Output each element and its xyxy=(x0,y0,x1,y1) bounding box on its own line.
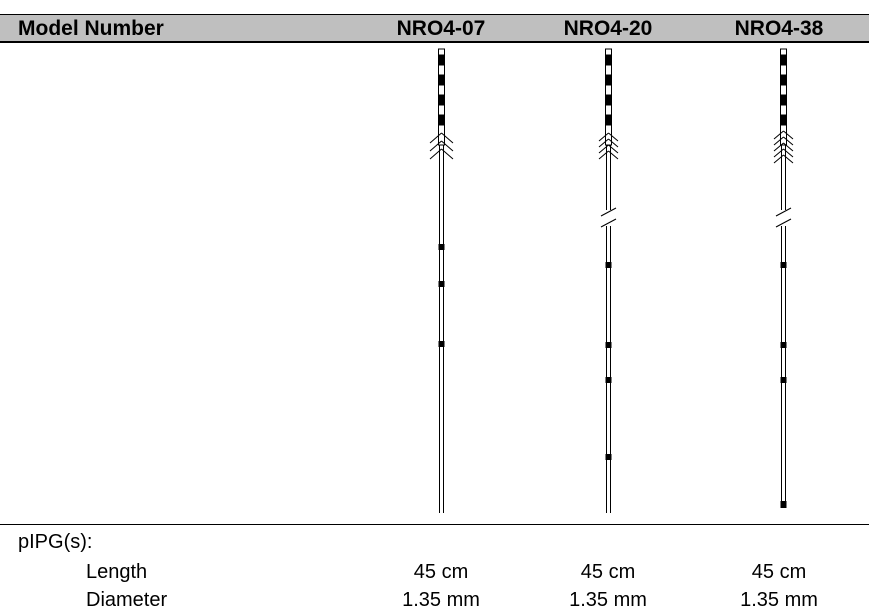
lead-body xyxy=(781,145,786,506)
terminal-contacts xyxy=(438,244,445,347)
length-value-nro4-38: 45 cm xyxy=(751,561,807,583)
length-break-icon xyxy=(775,207,792,228)
pipg-group-label: pIPG(s): xyxy=(18,531,93,553)
model-header-nro4-38: NRO4-38 xyxy=(734,17,824,40)
table-header-row: Model Number NRO4-07 NRO4-20 NRO4-38 xyxy=(0,14,869,43)
length-value-nro4-07: 45 cm xyxy=(413,561,469,583)
length-break-icon xyxy=(600,207,617,228)
model-header-nro4-20: NRO4-20 xyxy=(563,17,653,40)
lead-body xyxy=(606,145,611,513)
lead-diagram-nro4-20 xyxy=(598,48,619,513)
lead-illustrations xyxy=(429,48,794,513)
diameter-value-nro4-20: 1.35 mm xyxy=(569,589,647,611)
anchor-tines-icon xyxy=(429,132,454,160)
terminal-contacts xyxy=(605,262,612,460)
length-value-nro4-20: 45 cm xyxy=(580,561,636,583)
model-header-nro4-07: NRO4-07 xyxy=(396,17,486,40)
lead-tip xyxy=(780,48,787,146)
terminal-contacts xyxy=(780,262,787,508)
model-number-header: Model Number xyxy=(18,17,164,40)
lead-diagram-nro4-38 xyxy=(773,48,794,508)
lead-tip xyxy=(605,48,612,146)
lead-tip xyxy=(438,48,445,146)
length-label: Length xyxy=(86,561,148,583)
diameter-label: Diameter xyxy=(86,589,168,611)
lead-diagram-nro4-07 xyxy=(429,48,454,513)
section-divider xyxy=(0,524,869,525)
diameter-value-nro4-38: 1.35 mm xyxy=(740,589,818,611)
lead-body xyxy=(439,145,444,513)
diameter-value-nro4-07: 1.35 mm xyxy=(402,589,480,611)
